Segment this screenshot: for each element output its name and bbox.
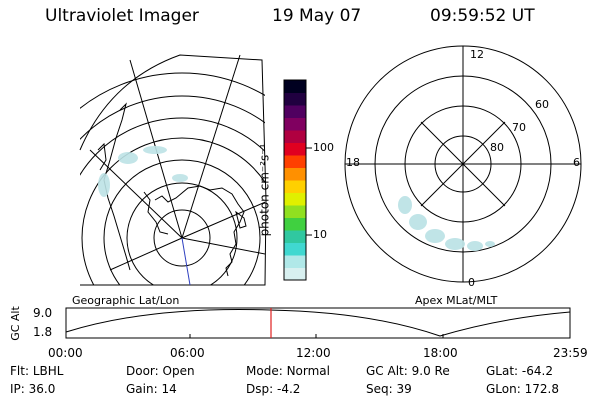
status-ip: IP: 36.0 xyxy=(10,382,56,396)
status-flt: Flt: LBHL xyxy=(10,364,64,378)
colorbar-segment xyxy=(284,167,306,181)
mlt-label-18: 18 xyxy=(346,156,360,169)
lat-label-70: 70 xyxy=(512,121,526,134)
status-glat: GLat: -64.2 xyxy=(486,364,553,378)
colorbar-segment xyxy=(284,130,306,143)
status-mode: Mode: Normal xyxy=(246,364,330,378)
colorbar-segment xyxy=(284,180,306,193)
status-seq: Seq: 39 xyxy=(366,382,412,396)
colorbar-segment xyxy=(284,142,306,156)
colorbar-segment xyxy=(284,205,306,218)
date-label: 19 May 07 xyxy=(272,6,362,26)
altitude-ylabel: GC Alt xyxy=(8,306,22,341)
x-tick-0600: 06:00 xyxy=(170,346,205,360)
colorbar-segment xyxy=(284,192,306,206)
colorbar-segment xyxy=(284,117,306,131)
status-gain: Gain: 14 xyxy=(126,382,177,396)
mlt-label-0: 0 xyxy=(468,276,475,289)
lat-label-60: 60 xyxy=(535,98,549,111)
colorbar-tick-10: 10 xyxy=(313,228,327,241)
alt-tick-9: 9.0 xyxy=(33,306,53,320)
x-tick-1800: 18:00 xyxy=(423,346,458,360)
lat-label-80: 80 xyxy=(490,141,504,154)
x-tick-0000: 00:00 xyxy=(48,346,83,360)
colorbar-segment xyxy=(284,155,306,168)
colorbar-segment xyxy=(284,105,306,118)
colorbar-segment xyxy=(284,80,306,93)
mlt-label-6: 6 xyxy=(573,156,580,169)
colorbar-segment xyxy=(284,217,306,231)
time-label: 09:59:52 UT xyxy=(430,6,535,26)
apex-caption: Apex MLat/MLT xyxy=(415,294,498,307)
colorbar-segment xyxy=(284,242,306,256)
x-tick-2359: 23:59 xyxy=(553,346,588,360)
colorbar-segment xyxy=(284,92,306,106)
status-gc-alt: GC Alt: 9.0 Re xyxy=(366,364,450,378)
status-glon: GLon: 172.8 xyxy=(486,382,559,396)
geo-caption: Geographic Lat/Lon xyxy=(72,294,180,307)
colorbar-segment xyxy=(284,255,306,268)
mlt-label-12: 12 xyxy=(470,48,484,61)
colorbar-tick-100: 100 xyxy=(313,141,334,154)
x-tick-1200: 12:00 xyxy=(296,346,331,360)
alt-tick-1-8: 1.8 xyxy=(33,325,53,339)
instrument-title: Ultraviolet Imager xyxy=(45,6,199,26)
colorbar-segment xyxy=(284,267,306,281)
status-dsp: Dsp: -4.2 xyxy=(246,382,301,396)
status-door: Door: Open xyxy=(126,364,195,378)
colorbar-segment xyxy=(284,230,306,243)
